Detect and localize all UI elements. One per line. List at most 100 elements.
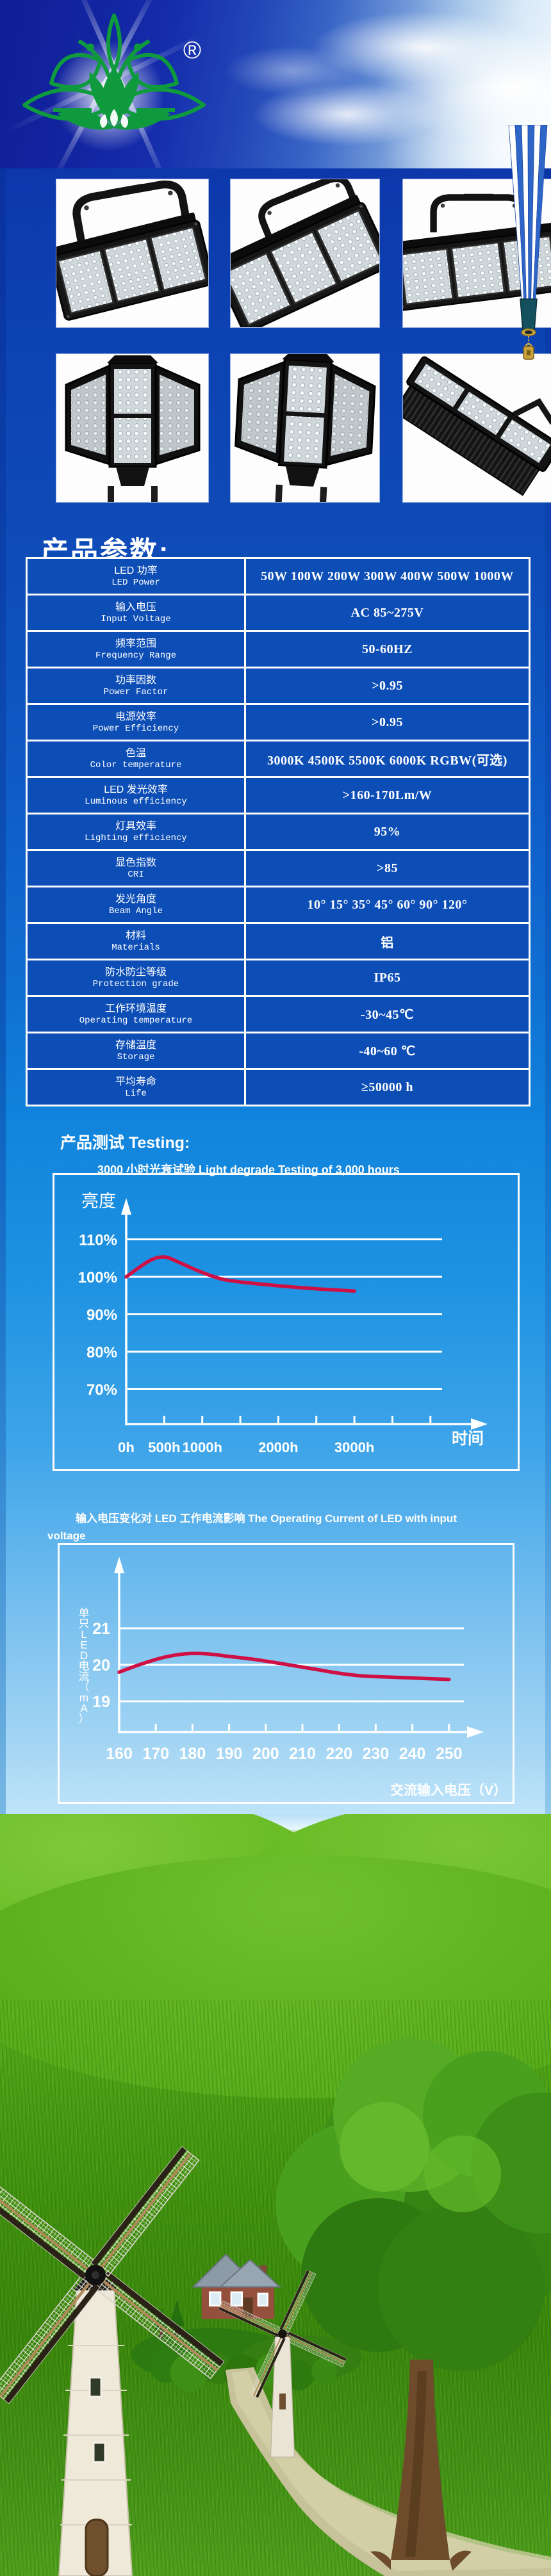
spec-row-4: 功率因数 Power Factor >0.95 (26, 667, 530, 705)
spec-label: LED 功率 LED Power (26, 557, 246, 595)
hero-banner: ® (0, 0, 551, 184)
spec-row-3: 频率范围 Frequency Range 50-60HZ (26, 630, 530, 668)
svg-text:80%: 80% (86, 1344, 117, 1361)
product-photo-2 (231, 179, 379, 327)
svg-text:）: ） (79, 1713, 90, 1725)
spec-value: 铝 (244, 922, 530, 960)
product-photo-6 (403, 354, 551, 502)
spec-label: 显色指数 CRI (26, 849, 246, 887)
spec-row-10: 发光角度 Beam Angle 10° 15° 35° 45° 60° 90° 12… (26, 886, 530, 924)
spec-label: 工作环境温度 Operating temperature (26, 995, 246, 1033)
svg-text:200: 200 (252, 1745, 279, 1763)
svg-text:（: （ (79, 1681, 90, 1694)
svg-text:170: 170 (142, 1745, 169, 1763)
svg-text:100%: 100% (78, 1269, 117, 1286)
svg-text:m: m (79, 1692, 88, 1704)
svg-text:E: E (80, 1639, 87, 1651)
svg-text:D: D (80, 1649, 88, 1662)
svg-text:21: 21 (92, 1620, 110, 1638)
spec-label: 频率范围 Frequency Range (26, 630, 246, 668)
spec-value: >0.95 (244, 667, 530, 705)
spec-label: 灯具效率 Lighting efficiency (26, 813, 246, 851)
spec-label: 电源效率 Power Efficiency (26, 703, 246, 741)
svg-text:240: 240 (399, 1745, 426, 1763)
right-edge-shade (545, 168, 551, 1814)
svg-text:70%: 70% (86, 1382, 117, 1399)
spec-value: ≥50000 h (244, 1068, 530, 1106)
spec-row-1: LED 功率 LED Power 50W 100W 200W 300W 400W 5… (26, 557, 530, 595)
spec-label: 材料 Materials (26, 922, 246, 960)
spec-value: -30~45℃ (244, 995, 530, 1033)
spec-row-6: 色温 Color temperature 3000K 4500K 5500K 600… (26, 740, 530, 778)
spec-row-9: 显色指数 CRI >85 (26, 849, 530, 887)
product-photo-4 (56, 354, 208, 502)
svg-text:210: 210 (289, 1745, 316, 1763)
spec-row-7: LED 发光效率 Luminous efficiency >160-170Lm/W (26, 776, 530, 814)
spec-label: 发光角度 Beam Angle (26, 886, 246, 924)
operating-current-chart-svg: 21 20 19 160 170 180 190 200 210 220 230 240 250 单只LE… (79, 1557, 507, 1798)
spec-label: 存储温度 Storage (26, 1032, 246, 1070)
spec-row-13: 工作环境温度 Operating temperature -30~45℃ (26, 995, 530, 1033)
light-degrade-chart: 110% 100% 90% 80% 70% 0h 500h 1000h 2000h 3000h 亮度… (53, 1173, 520, 1471)
svg-text:160: 160 (106, 1745, 133, 1763)
spec-label: 平均寿命 Life (26, 1068, 246, 1106)
svg-text:时间: 时间 (452, 1430, 484, 1448)
svg-text:110%: 110% (79, 1232, 117, 1249)
svg-text:流: 流 (79, 1671, 90, 1683)
spec-value: >160-170Lm/W (244, 776, 530, 814)
svg-text:1000h: 1000h (183, 1439, 222, 1455)
svg-text:只: 只 (79, 1618, 90, 1630)
spec-value: -40~60 ℃ (244, 1032, 530, 1070)
spec-row-15: 平均寿命 Life ≥50000 h (26, 1068, 530, 1106)
svg-text:220: 220 (325, 1745, 352, 1763)
current-test-heading-line1: 输入电压变化对 LED 工作电流影响 The Operating Current… (76, 1512, 457, 1525)
registered-trademark: ® (183, 37, 201, 64)
svg-text:0h: 0h (118, 1439, 135, 1455)
current-test-heading-line2: voltage (47, 1530, 86, 1542)
svg-text:250: 250 (436, 1745, 463, 1763)
spec-value: >0.95 (244, 703, 530, 741)
svg-text:230: 230 (363, 1745, 390, 1763)
spec-value: 50W 100W 200W 300W 400W 500W 1000W (244, 557, 530, 595)
spec-value: AC 85~275V (244, 594, 530, 632)
spec-row-8: 灯具效率 Lighting efficiency 95% (26, 813, 530, 851)
spec-row-12: 防水防尘等级 Protection grade IP65 (26, 959, 530, 997)
section-title-testing: 产品测试 Testing: (60, 1133, 190, 1152)
landscape-footer (0, 1814, 551, 2576)
spec-value: IP65 (244, 959, 530, 997)
windmill-large (0, 2146, 224, 2576)
spec-row-5: 电源效率 Power Efficiency >0.95 (26, 703, 530, 741)
product-photo-1 (56, 179, 208, 327)
svg-text:3000h: 3000h (334, 1439, 374, 1455)
left-edge-shade (0, 168, 6, 1814)
lotus-logo-icon (22, 13, 206, 130)
svg-text:2000h: 2000h (258, 1439, 298, 1455)
spec-value: 95% (244, 813, 530, 851)
svg-text:19: 19 (92, 1693, 110, 1711)
spec-value: >85 (244, 849, 530, 887)
spec-table: LED 功率 LED Power 50W 100W 200W 300W 400W 5… (26, 557, 530, 1106)
svg-text:亮度: 亮度 (81, 1192, 116, 1211)
light-degrade-chart-svg: 110% 100% 90% 80% 70% 0h 500h 1000h 2000h 3000h 亮度… (78, 1192, 488, 1455)
svg-text:单: 单 (79, 1607, 90, 1619)
landscape-art (0, 2038, 551, 2576)
big-tree (276, 2038, 551, 2571)
spec-label: 功率因数 Power Factor (26, 667, 246, 705)
spec-value: 50-60HZ (244, 630, 530, 668)
svg-text:电: 电 (79, 1660, 90, 1673)
spec-label: 防水防尘等级 Protection grade (26, 959, 246, 997)
svg-text:500h: 500h (148, 1439, 180, 1455)
operating-current-chart: 21 20 19 160 170 180 190 200 210 220 230 240 250 单只 L E… (58, 1543, 514, 1804)
spec-label: LED 发光效率 Luminous efficiency (26, 776, 246, 814)
spec-label: 色温 Color temperature (26, 740, 246, 778)
svg-text:90%: 90% (86, 1307, 117, 1324)
spec-row-11: 材料 Materials 铝 (26, 922, 530, 960)
svg-text:20: 20 (92, 1657, 110, 1674)
spec-row-14: 存储温度 Storage -40~60 ℃ (26, 1032, 530, 1070)
spec-value: 10° 15° 35° 45° 60° 90° 120° (244, 886, 530, 924)
windmill-small (218, 2269, 347, 2458)
product-photo-5 (231, 354, 379, 502)
svg-text:180: 180 (179, 1745, 206, 1763)
spec-row-2: 输入电压 Input Voltage AC 85~275V (26, 594, 530, 632)
